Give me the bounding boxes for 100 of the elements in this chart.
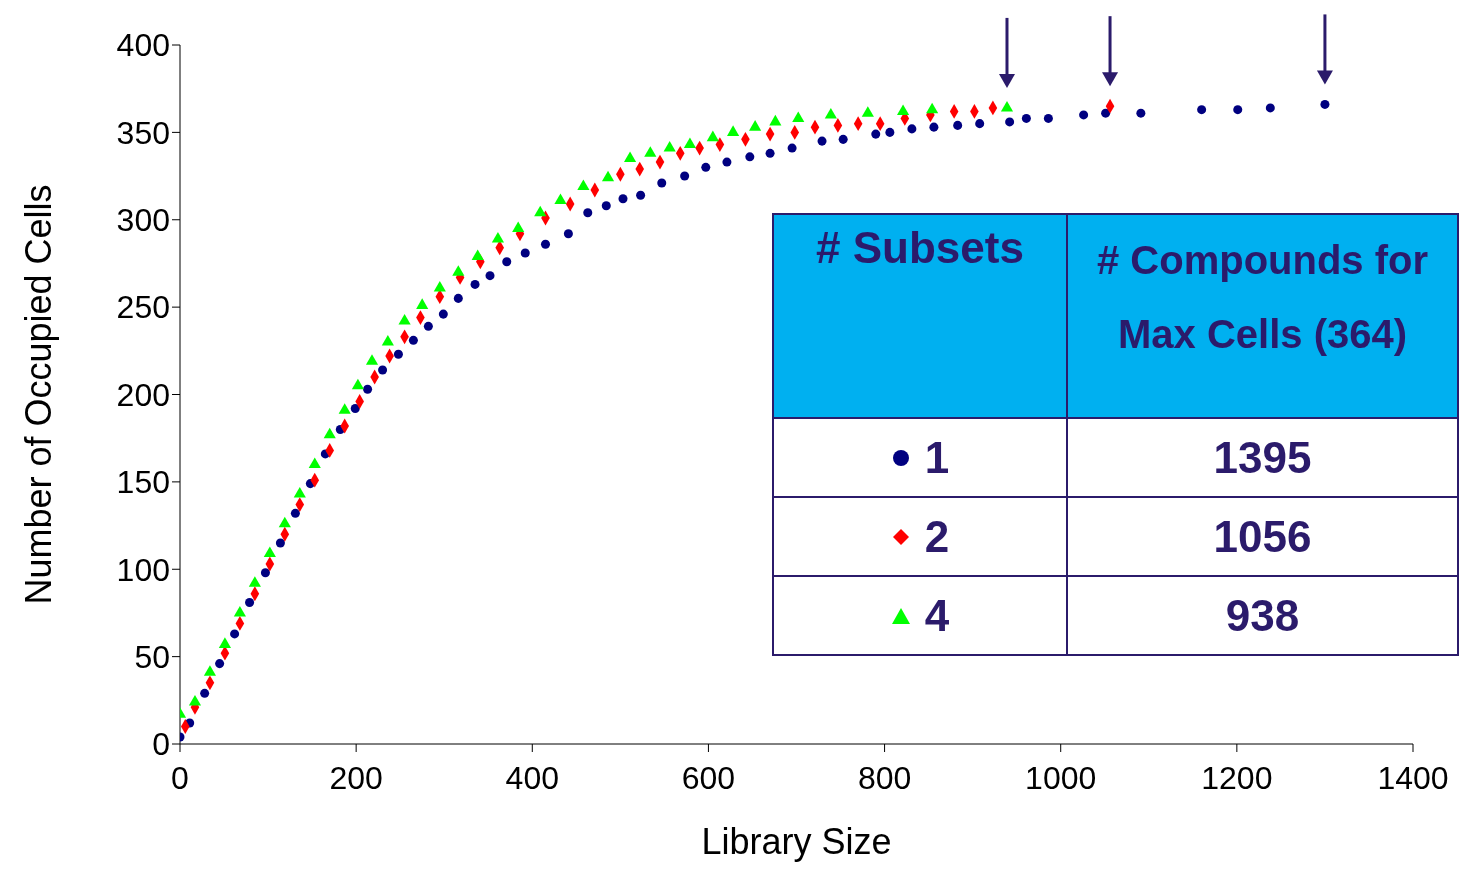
point <box>817 136 827 146</box>
point <box>838 134 848 144</box>
point <box>398 314 411 325</box>
point <box>351 378 364 390</box>
point <box>323 427 336 439</box>
point <box>278 516 291 528</box>
annotation: # Compounds for Max Cells (364) <box>1067 214 1458 418</box>
point <box>203 665 217 676</box>
x-tick-label: 600 <box>681 759 736 796</box>
point <box>1197 105 1207 115</box>
point <box>926 102 939 114</box>
y-axis-title: Number of Occupied Cells <box>17 184 59 605</box>
y-tick-label: 300 <box>116 202 170 239</box>
point <box>1021 113 1031 123</box>
point <box>433 280 446 292</box>
y-tick-label: 150 <box>116 464 170 501</box>
point <box>260 568 270 578</box>
point <box>485 271 495 281</box>
point <box>1320 99 1330 109</box>
point <box>540 239 551 249</box>
y-tick-label: 50 <box>134 638 170 675</box>
point <box>745 152 755 162</box>
legend-label: 2 <box>924 511 950 562</box>
point <box>601 201 611 211</box>
point <box>470 279 480 289</box>
point <box>233 605 246 617</box>
legend-label: 4 <box>924 590 950 641</box>
point <box>248 576 261 587</box>
x-tick-label: 1200 <box>1201 759 1273 796</box>
point <box>1265 103 1275 113</box>
point <box>200 688 210 698</box>
point <box>1101 108 1111 118</box>
legend-title: # Subsets <box>773 214 1067 418</box>
y-tick-label: 400 <box>116 27 170 64</box>
point <box>338 403 351 414</box>
point <box>749 120 762 131</box>
point <box>929 122 939 132</box>
point <box>824 107 837 119</box>
point <box>706 130 719 142</box>
annotation: 1056 <box>1067 497 1458 576</box>
point <box>657 178 667 188</box>
x-tick-label: 200 <box>329 759 383 796</box>
point <box>423 321 433 331</box>
point <box>308 457 321 468</box>
point <box>792 111 805 122</box>
point <box>1000 100 1014 112</box>
point <box>554 193 567 205</box>
point <box>618 194 628 204</box>
legend-label: 1 <box>924 432 950 483</box>
point <box>896 104 910 115</box>
point <box>275 538 285 548</box>
y-tick-label: 100 <box>116 551 170 588</box>
point <box>787 143 797 153</box>
point <box>416 298 429 309</box>
point <box>393 349 403 359</box>
point <box>583 208 593 218</box>
point <box>1079 110 1089 120</box>
point <box>365 354 379 365</box>
point <box>378 365 388 375</box>
x-axis-title: Library Size <box>701 821 892 862</box>
y-tick-label: 0 <box>152 726 170 763</box>
point <box>871 129 881 139</box>
point <box>350 403 360 413</box>
point <box>636 190 646 200</box>
point <box>663 141 676 152</box>
point <box>563 229 573 239</box>
point <box>769 114 782 126</box>
annotation: 1395 <box>1067 418 1458 497</box>
point <box>188 695 202 706</box>
point <box>701 162 711 172</box>
point <box>534 205 547 217</box>
point <box>722 157 732 167</box>
point <box>1005 117 1015 127</box>
point <box>1233 105 1243 115</box>
point <box>453 293 463 303</box>
point <box>293 487 306 498</box>
point <box>683 137 697 149</box>
point <box>861 106 874 117</box>
point <box>644 146 657 157</box>
point <box>230 629 240 639</box>
point <box>438 309 448 319</box>
point <box>502 257 512 267</box>
point <box>363 384 373 394</box>
point <box>215 659 225 669</box>
point <box>727 125 740 136</box>
annotation: 938 <box>1067 576 1458 655</box>
point <box>907 124 917 134</box>
point <box>491 231 505 243</box>
y-tick-label: 350 <box>116 114 170 151</box>
point <box>408 335 418 345</box>
point <box>623 151 637 163</box>
point <box>885 127 895 137</box>
point <box>263 546 276 558</box>
point <box>520 248 530 258</box>
x-tick-label: 400 <box>505 759 559 796</box>
y-tick-label: 250 <box>116 289 170 326</box>
point <box>381 335 394 346</box>
x-tick-label: 800 <box>857 759 912 796</box>
x-tick-label: 1400 <box>1377 759 1449 796</box>
point <box>245 597 255 607</box>
